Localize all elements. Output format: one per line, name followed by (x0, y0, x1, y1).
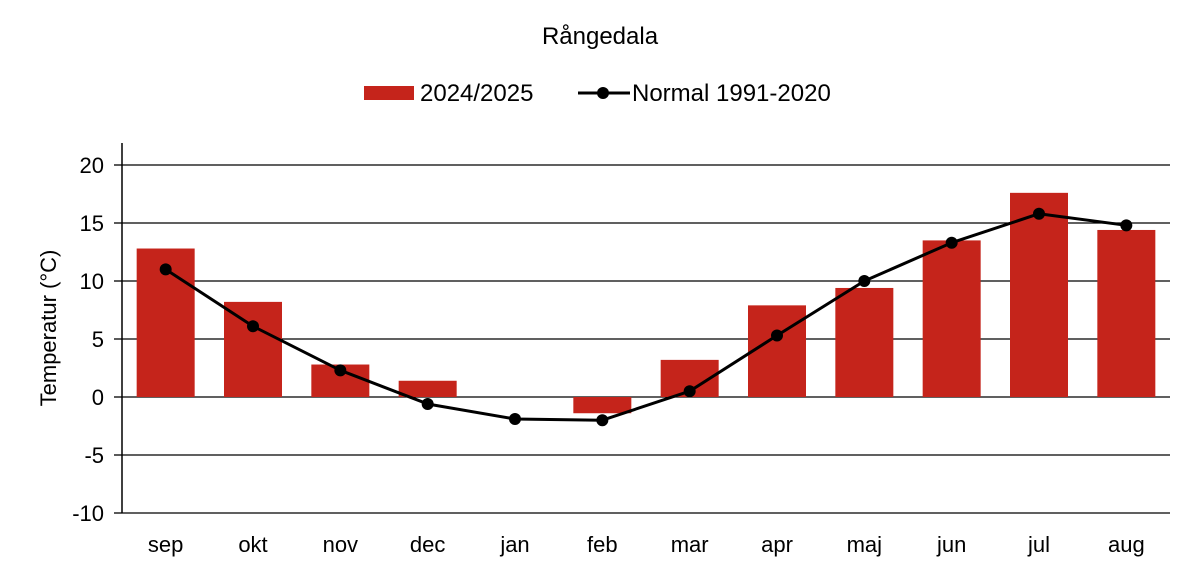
line-series (159, 207, 1133, 427)
bar-aug (1097, 229, 1156, 397)
bar-jun (922, 240, 981, 397)
x-tick-label-feb: feb (587, 532, 618, 557)
y-tick-label: 20 (80, 153, 104, 178)
x-tick-label-nov: nov (323, 532, 358, 557)
normal-point-dec (421, 397, 434, 410)
normal-point-jun (945, 236, 958, 249)
y-tick-label: -10 (72, 501, 104, 526)
bar-series (136, 192, 1156, 414)
chart-title: Rångedala (542, 23, 659, 50)
legend-swatch-marker (597, 87, 609, 99)
x-tick-label-okt: okt (238, 532, 267, 557)
gridlines (114, 164, 1170, 514)
x-tick-label-jan: jan (499, 532, 529, 557)
x-tick-label-jul: jul (1027, 532, 1050, 557)
y-tick-labels: 20 15 10 5 0 -5 -10 (72, 153, 104, 526)
y-tick-label: 0 (92, 385, 104, 410)
x-tick-label-aug: aug (1108, 532, 1145, 557)
normal-point-aug (1120, 219, 1133, 232)
x-tick-label-apr: apr (761, 532, 793, 557)
legend-swatch-bars (364, 86, 414, 100)
y-axis-label: Temperatur (°C) (36, 250, 61, 407)
normal-point-sep (159, 263, 172, 276)
bar-maj (835, 287, 894, 397)
x-tick-label-dec: dec (410, 532, 445, 557)
normal-point-maj (858, 275, 871, 287)
bar-feb (573, 397, 632, 414)
x-tick-label-sep: sep (148, 532, 183, 557)
normal-point-jul (1033, 207, 1045, 220)
legend-label-line: Normal 1991-2020 (632, 80, 831, 107)
bar-okt (224, 301, 282, 397)
y-tick-label: 15 (80, 211, 104, 236)
x-tick-label-mar: mar (671, 532, 709, 557)
bar-jul (1010, 192, 1068, 397)
normal-point-feb (596, 414, 609, 427)
y-tick-label: 5 (92, 327, 104, 352)
bar-apr (748, 305, 806, 397)
normal-point-mar (683, 385, 696, 398)
y-tick-label: 10 (80, 269, 104, 294)
x-tick-label-maj: maj (847, 532, 882, 557)
normal-line (164, 212, 1127, 422)
x-tick-labels: sep okt nov dec jan feb mar apr maj jun jul aug (148, 532, 1145, 557)
bar-dec (398, 380, 457, 397)
normal-point-jan (509, 413, 521, 426)
normal-point-okt (247, 320, 259, 333)
x-tick-label-jun: jun (936, 532, 966, 557)
legend-label-bars: 2024/2025 (420, 80, 533, 107)
normal-point-nov (334, 364, 347, 377)
legend: 2024/2025 Normal 1991-2020 (364, 80, 831, 107)
y-tick-label: -5 (84, 443, 104, 468)
normal-point-apr (771, 329, 783, 342)
